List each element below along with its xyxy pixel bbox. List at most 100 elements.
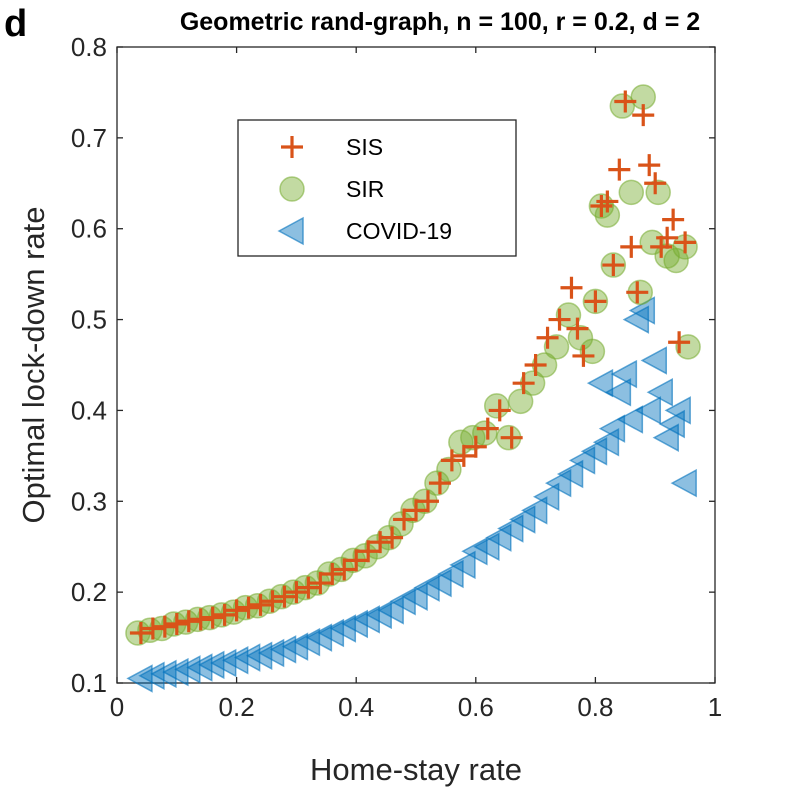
data-point-covid-19 <box>598 414 626 443</box>
y-tick-label: 0.4 <box>71 395 107 425</box>
data-point-covid-19 <box>604 377 632 407</box>
legend-marker-sis <box>281 136 303 158</box>
data-point-sis <box>189 608 212 631</box>
data-point-sis <box>297 576 320 599</box>
data-point-covid-19 <box>281 632 309 661</box>
data-point-sis <box>560 276 583 299</box>
legend-marker-sir <box>279 176 305 202</box>
axis-ticks: 0 0.2 0.4 0.6 0.8 1 0.1 0.2 0.3 0.4 0.5 0.6 0.7 0.8 <box>71 32 722 722</box>
data-point-sis <box>321 562 344 585</box>
data-point-sis <box>566 317 589 340</box>
data-point-covid-19 <box>389 586 416 616</box>
data-point-sir <box>483 393 510 419</box>
chart-title: Geometric rand-graph, n = 100, r = 0.2, … <box>180 8 700 36</box>
data-point-sis <box>201 606 224 629</box>
data-point-sir <box>645 179 671 206</box>
data-point-sir <box>436 456 462 483</box>
data-point-sis <box>572 344 595 367</box>
data-point-sis <box>656 226 679 249</box>
data-point-sis <box>393 508 416 531</box>
data-point-sis <box>500 426 523 449</box>
data-point-sis <box>381 526 404 549</box>
data-point-covid-19 <box>449 550 476 580</box>
data-point-sis <box>608 158 631 181</box>
data-point-sis <box>638 154 661 177</box>
data-point-covid-19 <box>521 496 548 525</box>
data-point-covid-19 <box>532 482 560 512</box>
data-point-sis <box>165 612 188 635</box>
data-point-covid-19 <box>150 659 177 689</box>
data-point-covid-19 <box>670 468 697 498</box>
data-point-covid-19 <box>616 405 644 434</box>
x-tick-label: 0.8 <box>577 692 613 722</box>
data-point-covid-19 <box>610 359 638 389</box>
data-point-covid-19 <box>556 459 584 489</box>
data-point-sis <box>620 235 643 258</box>
data-point-covid-19 <box>640 346 667 375</box>
x-tick-label: 0.6 <box>458 692 494 722</box>
data-point-sir <box>663 247 689 274</box>
data-point-covid-19 <box>341 609 368 639</box>
data-point-sis <box>237 596 260 619</box>
data-point-covid-19 <box>353 605 380 634</box>
data-point-sis <box>129 622 152 645</box>
data-point-covid-19 <box>634 396 662 425</box>
x-axis-label: Home-stay rate <box>310 752 522 787</box>
data-point-covid-19 <box>664 396 691 425</box>
data-point-sis <box>345 549 368 572</box>
y-tick-label: 0.1 <box>71 668 107 698</box>
plot-area: 0 0.2 0.4 0.6 0.8 1 0.1 0.2 0.3 0.4 0.5 0.6 0.7 0.8 <box>71 32 722 722</box>
y-axis-label: Optimal lock-down rate <box>16 206 51 523</box>
legend-label-sir: SIR <box>346 176 384 202</box>
data-point-covid-19 <box>317 618 345 648</box>
data-point-sis <box>614 90 637 113</box>
data-point-covid-19 <box>138 661 165 690</box>
data-point-covid-19 <box>365 600 392 630</box>
data-point-sis <box>285 581 308 604</box>
data-point-sis <box>249 593 272 616</box>
legend-label-covid-19: COVID-19 <box>346 218 452 244</box>
data-point-sis <box>464 435 487 458</box>
panel-label: d <box>4 3 27 45</box>
data-point-covid-19 <box>174 655 201 684</box>
data-point-covid-19 <box>413 573 440 602</box>
data-point-sis <box>584 290 607 313</box>
data-marks <box>125 84 701 693</box>
data-point-sis <box>668 331 691 354</box>
x-tick-label: 1 <box>708 692 722 722</box>
data-point-sis <box>548 308 571 331</box>
data-point-sis <box>357 540 380 563</box>
data-point-sis <box>536 326 559 349</box>
data-point-covid-19 <box>198 650 225 680</box>
data-point-sis <box>428 472 451 495</box>
data-point-sis <box>644 172 667 195</box>
data-point-sir <box>618 179 645 206</box>
data-point-sis <box>141 617 164 640</box>
x-tick-label: 0.4 <box>338 692 374 722</box>
data-point-sis <box>309 572 332 595</box>
y-tick-label: 0.2 <box>71 577 107 607</box>
data-point-sis <box>440 449 463 472</box>
data-point-covid-19 <box>233 643 261 672</box>
data-point-sis <box>488 399 511 422</box>
data-point-sir <box>507 388 534 415</box>
data-point-sis <box>261 590 284 613</box>
data-point-sis <box>177 610 200 633</box>
series-covid-19 <box>126 296 697 693</box>
data-point-sis <box>452 444 475 467</box>
data-point-sis <box>225 599 248 622</box>
y-tick-label: 0.6 <box>71 214 107 244</box>
data-point-sis <box>333 558 356 581</box>
data-point-sis <box>662 208 685 231</box>
legend-label-sis: SIS <box>346 134 383 160</box>
y-tick-label: 0.3 <box>71 486 107 516</box>
data-point-sis <box>632 104 655 127</box>
data-point-sis <box>153 615 176 638</box>
legend: SIS SIR COVID-19 <box>237 119 517 257</box>
data-point-sis <box>405 499 427 522</box>
data-point-covid-19 <box>329 614 357 643</box>
x-tick-label: 0.2 <box>219 692 255 722</box>
data-point-covid-19 <box>586 368 614 398</box>
series-sis <box>129 90 697 645</box>
